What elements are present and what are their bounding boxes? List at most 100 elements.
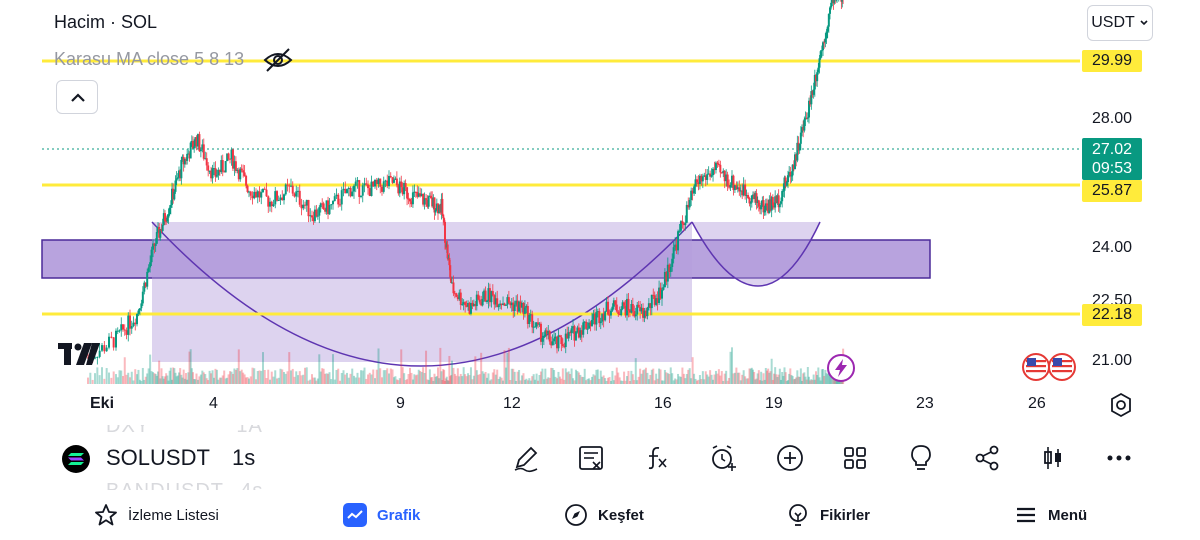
candle-body[interactable]	[420, 193, 423, 197]
candle-body[interactable]	[188, 153, 191, 159]
candle-body[interactable]	[258, 191, 261, 198]
candle-body[interactable]	[535, 322, 538, 327]
candle-body[interactable]	[624, 305, 627, 316]
candle-body[interactable]	[798, 143, 801, 151]
candle-body[interactable]	[787, 175, 789, 183]
candle-body[interactable]	[141, 291, 144, 304]
candle-body[interactable]	[744, 184, 747, 196]
cup-area-box[interactable]	[152, 222, 692, 362]
candle-body[interactable]	[604, 311, 607, 321]
candle-body[interactable]	[591, 319, 593, 326]
candle-body[interactable]	[155, 232, 158, 244]
candle-body[interactable]	[776, 195, 779, 204]
candle-body[interactable]	[340, 190, 343, 205]
candle-body[interactable]	[780, 201, 782, 204]
candle-body[interactable]	[279, 197, 282, 201]
candle-body[interactable]	[656, 298, 659, 304]
candle-body[interactable]	[426, 199, 429, 207]
candle-body[interactable]	[739, 190, 742, 192]
candle-body[interactable]	[735, 185, 738, 190]
candle-body[interactable]	[679, 221, 682, 231]
candle-body[interactable]	[658, 287, 661, 304]
candle-body[interactable]	[283, 194, 285, 201]
candle-body[interactable]	[809, 100, 812, 105]
candle-body[interactable]	[671, 258, 674, 267]
candle-body[interactable]	[528, 314, 531, 324]
candle-body[interactable]	[246, 185, 249, 192]
candle-body[interactable]	[506, 297, 509, 305]
candle-body[interactable]	[596, 311, 599, 313]
candle-body[interactable]	[208, 170, 211, 172]
candle-body[interactable]	[497, 305, 500, 308]
candle-body[interactable]	[795, 154, 798, 161]
candle-body[interactable]	[226, 153, 229, 162]
candle-body[interactable]	[602, 313, 605, 321]
candle-body[interactable]	[510, 302, 513, 306]
candle-body[interactable]	[532, 326, 535, 328]
candle-body[interactable]	[295, 191, 298, 197]
candle-body[interactable]	[621, 302, 624, 310]
candle-body[interactable]	[792, 164, 795, 170]
candle-body[interactable]	[318, 207, 321, 216]
candle-body[interactable]	[804, 117, 807, 120]
candle-body[interactable]	[398, 181, 401, 194]
candle-body[interactable]	[298, 190, 301, 205]
candle-body[interactable]	[190, 140, 193, 143]
candle-body[interactable]	[612, 300, 615, 307]
candle-body[interactable]	[444, 221, 446, 243]
candle-body[interactable]	[233, 161, 236, 169]
candle-body[interactable]	[401, 187, 404, 195]
candle-body[interactable]	[750, 195, 753, 203]
symbol-selector[interactable]: SOLUSDT	[106, 445, 210, 470]
candle-body[interactable]	[321, 203, 324, 205]
candle-body[interactable]	[115, 330, 117, 348]
candle-body[interactable]	[560, 337, 563, 345]
candle-body[interactable]	[822, 42, 824, 51]
candle-body[interactable]	[652, 294, 655, 296]
candle-body[interactable]	[404, 182, 407, 188]
candle-body[interactable]	[382, 181, 385, 192]
chart-settings-icon[interactable]	[1108, 392, 1134, 423]
candle-body[interactable]	[827, 13, 830, 27]
candle-body[interactable]	[550, 341, 553, 346]
us-flag-icon[interactable]	[1047, 352, 1077, 387]
candle-body[interactable]	[649, 303, 652, 309]
candle-body[interactable]	[108, 336, 110, 348]
candle-body[interactable]	[168, 207, 171, 215]
candle-body[interactable]	[478, 299, 481, 303]
candle-body[interactable]	[199, 149, 202, 152]
candle-body[interactable]	[509, 302, 512, 306]
candle-body[interactable]	[526, 305, 529, 324]
candle-body[interactable]	[300, 204, 303, 209]
candle-body[interactable]	[407, 198, 410, 200]
candle-body[interactable]	[389, 175, 392, 178]
candle-body[interactable]	[417, 193, 420, 197]
candle-body[interactable]	[833, 0, 836, 4]
candle-body[interactable]	[437, 203, 439, 214]
candle-body[interactable]	[690, 190, 693, 201]
candle-body[interactable]	[137, 310, 140, 314]
candle-body[interactable]	[159, 229, 162, 238]
candle-body[interactable]	[491, 291, 494, 296]
candle-body[interactable]	[164, 213, 166, 222]
candle-body[interactable]	[361, 185, 364, 196]
candle-body[interactable]	[688, 200, 691, 208]
candle-body[interactable]	[98, 350, 101, 357]
candle-body[interactable]	[221, 160, 224, 172]
candle-body[interactable]	[841, 0, 844, 2]
candle-body[interactable]	[742, 184, 745, 196]
candle-body[interactable]	[749, 202, 752, 204]
current-price-tag[interactable]: 27.02 09:53	[1082, 138, 1142, 180]
candle-body[interactable]	[748, 198, 751, 204]
candle-body[interactable]	[502, 303, 505, 305]
candle-body[interactable]	[242, 170, 245, 173]
candle-body[interactable]	[377, 178, 380, 185]
candle-body[interactable]	[223, 171, 226, 173]
candle-body[interactable]	[496, 298, 499, 308]
candle-body[interactable]	[628, 310, 631, 313]
candle-body[interactable]	[150, 249, 153, 263]
handle-curve[interactable]	[691, 221, 821, 287]
candle-body[interactable]	[698, 175, 701, 185]
candle-body[interactable]	[342, 188, 345, 191]
candle-body[interactable]	[443, 218, 446, 222]
